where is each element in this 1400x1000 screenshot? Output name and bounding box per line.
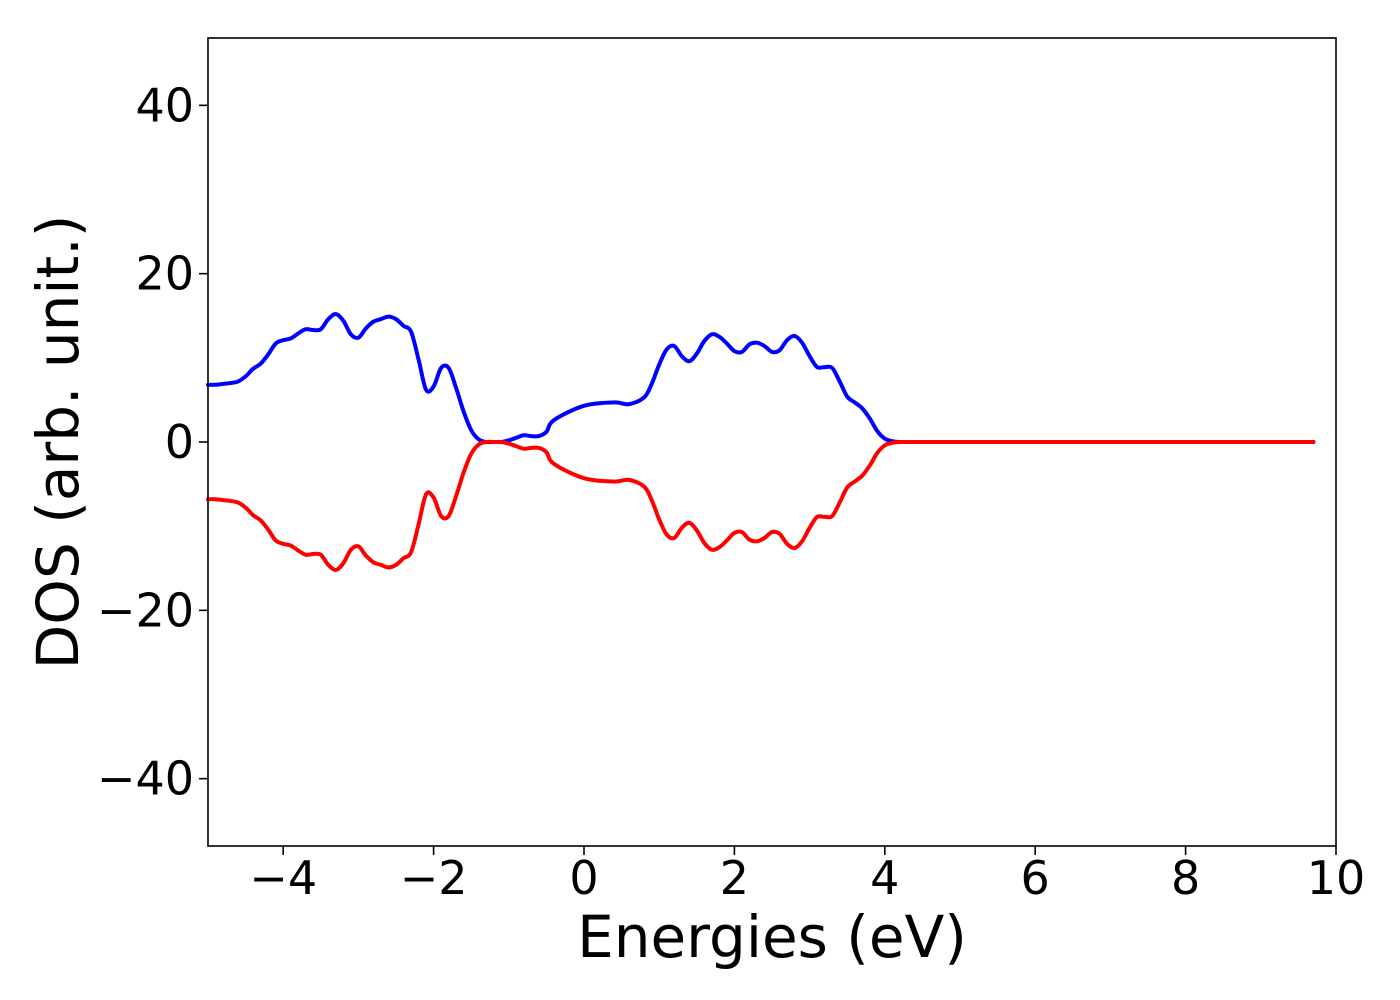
x-tick-label: 6 (1021, 851, 1050, 905)
y-tick-label: −40 (97, 752, 194, 806)
x-tick-label: 8 (1171, 851, 1200, 905)
x-tick-label: 0 (569, 851, 598, 905)
x-tick-label: −2 (400, 851, 468, 905)
x-tick-label: −4 (249, 851, 317, 905)
dos-series-line-blue (206, 312, 1316, 445)
dos-series-line-red (206, 439, 1316, 572)
y-tick-label: 40 (135, 78, 194, 132)
y-axis-title: DOS (arb. unit.) (24, 215, 92, 670)
plot-frame (207, 37, 1337, 847)
x-axis-title: Energies (eV) (577, 903, 967, 971)
y-tick-label: 0 (165, 415, 194, 469)
series-layer (206, 312, 1316, 572)
x-tick-label: 10 (1307, 851, 1366, 905)
y-tick-label: −20 (97, 583, 194, 637)
x-tick-label: 4 (870, 851, 899, 905)
x-tick-label: 2 (720, 851, 749, 905)
y-tick-label: 20 (135, 247, 194, 301)
